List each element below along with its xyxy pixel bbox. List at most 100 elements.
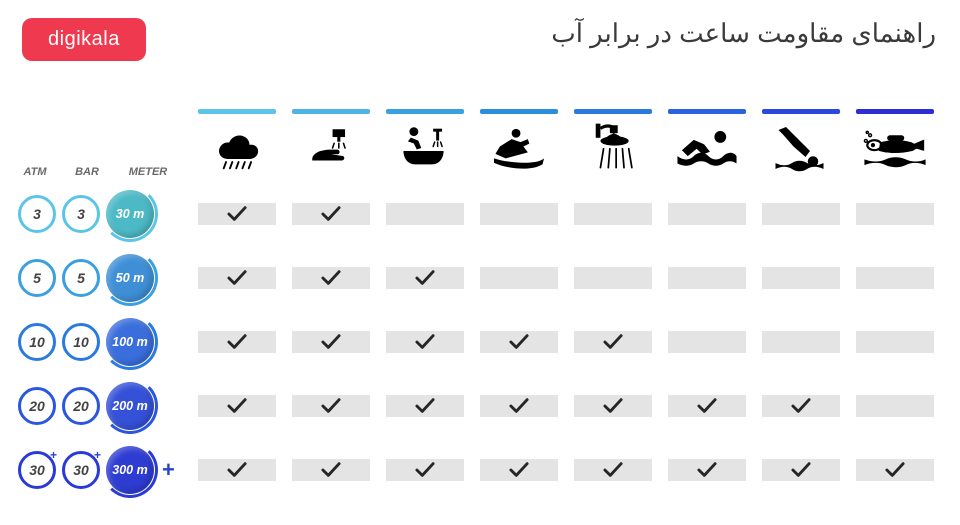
empty-cell	[574, 267, 652, 289]
check-cell	[574, 395, 652, 417]
atm-value: 20	[29, 398, 45, 414]
data-cell	[190, 267, 284, 289]
table-row: 30 30 300 m +	[10, 438, 942, 502]
atm-value: 30	[29, 462, 45, 478]
bar-value: 5	[77, 270, 85, 286]
atm-value: 5	[33, 270, 41, 286]
empty-cell	[386, 203, 464, 225]
bar-value: 3	[77, 206, 85, 222]
activity-bar	[292, 109, 370, 114]
data-cell	[190, 395, 284, 417]
data-cell	[660, 267, 754, 289]
data-cell	[472, 459, 566, 481]
check-cell	[198, 203, 276, 225]
check-cell	[292, 331, 370, 353]
shower-icon	[591, 118, 635, 178]
water-resistance-chart: ATM BAR METER 3 3 30 m 5 5 50	[0, 92, 960, 502]
data-cell	[566, 459, 660, 481]
activity-bar	[574, 109, 652, 114]
swim-icon	[676, 118, 738, 178]
activity-bar	[386, 109, 464, 114]
check-cell	[198, 459, 276, 481]
check-cell	[480, 395, 558, 417]
plus-indicator: +	[162, 457, 175, 483]
data-cell	[848, 395, 942, 417]
check-cell	[386, 331, 464, 353]
data-cell	[848, 331, 942, 353]
activity-bath	[378, 109, 472, 178]
bar-badge: 5	[62, 259, 100, 297]
rain-icon	[212, 118, 262, 178]
empty-cell	[480, 267, 558, 289]
data-cell	[284, 267, 378, 289]
meter-badge: 200 m	[106, 382, 154, 430]
check-cell	[198, 395, 276, 417]
check-cell	[762, 395, 840, 417]
activity-swim	[660, 109, 754, 178]
empty-cell	[668, 331, 746, 353]
bar-value: 30	[73, 462, 89, 478]
atm-badge: 30	[18, 451, 56, 489]
data-cell	[284, 331, 378, 353]
data-cell	[754, 267, 848, 289]
data-cell	[472, 203, 566, 225]
row-labels: 5 5 50 m	[10, 254, 190, 302]
meter-badge: 50 m	[106, 254, 154, 302]
activity-bar	[668, 109, 746, 114]
page-title: راهنمای مقاومت ساعت در برابر آب	[551, 18, 936, 49]
activity-dive	[754, 109, 848, 178]
check-cell	[198, 331, 276, 353]
empty-cell	[856, 395, 934, 417]
activity-hand-wash	[284, 109, 378, 178]
label-headers: ATM BAR METER	[10, 166, 190, 178]
empty-cell	[762, 331, 840, 353]
scuba-icon	[863, 118, 927, 178]
meter-header: METER	[120, 166, 176, 178]
data-cell	[378, 459, 472, 481]
activity-bar	[198, 109, 276, 114]
empty-cell	[574, 203, 652, 225]
bar-value: 20	[73, 398, 89, 414]
empty-cell	[762, 203, 840, 225]
data-cell	[566, 203, 660, 225]
hand-wash-icon	[306, 118, 356, 178]
check-cell	[574, 331, 652, 353]
data-cell	[566, 267, 660, 289]
meter-badge: 100 m	[106, 318, 154, 366]
table-row: 3 3 30 m	[10, 182, 942, 246]
check-cell	[292, 267, 370, 289]
data-cell	[754, 203, 848, 225]
meter-badge: 300 m	[106, 446, 154, 494]
check-cell	[292, 395, 370, 417]
data-cell	[472, 331, 566, 353]
activity-rain	[190, 109, 284, 178]
empty-cell	[668, 267, 746, 289]
row-labels: 3 3 30 m	[10, 190, 190, 238]
row-labels: 30 30 300 m +	[10, 446, 190, 494]
check-cell	[668, 459, 746, 481]
check-cell	[480, 459, 558, 481]
data-cell	[284, 459, 378, 481]
atm-badge: 3	[18, 195, 56, 233]
table-row: 5 5 50 m	[10, 246, 942, 310]
data-cell	[848, 267, 942, 289]
atm-value: 3	[33, 206, 41, 222]
atm-badge: 10	[18, 323, 56, 361]
check-cell	[856, 459, 934, 481]
check-cell	[668, 395, 746, 417]
data-cell	[566, 331, 660, 353]
data-cell	[190, 459, 284, 481]
bar-value: 10	[73, 334, 89, 350]
dive-icon	[774, 118, 828, 178]
data-cell	[754, 395, 848, 417]
check-cell	[386, 459, 464, 481]
brand-logo: digikala	[22, 18, 146, 61]
data-cell	[660, 203, 754, 225]
data-cell	[190, 331, 284, 353]
header-row: ATM BAR METER	[10, 92, 942, 182]
check-cell	[386, 395, 464, 417]
atm-badge: 20	[18, 387, 56, 425]
table-row: 20 20 200 m	[10, 374, 942, 438]
check-cell	[762, 459, 840, 481]
data-cell	[378, 395, 472, 417]
